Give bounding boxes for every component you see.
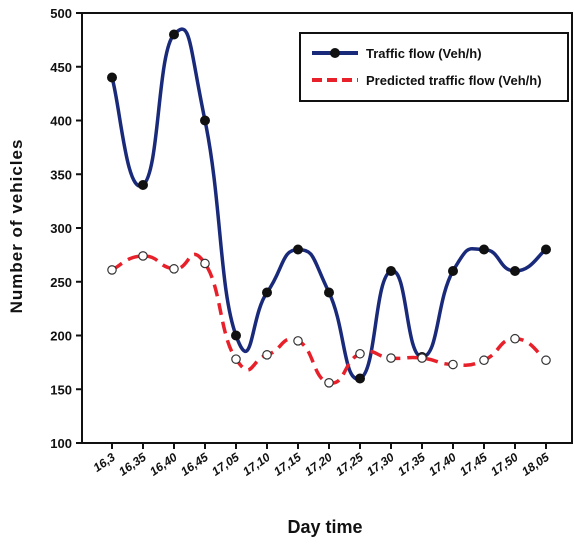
y-tick-label: 150 [50,382,72,397]
x-tick-label: 16,3 [91,450,118,475]
data-point [231,330,241,341]
data-point [479,355,489,366]
data-point [231,354,241,364]
y-tick-label: 100 [50,436,72,451]
x-tick-label: 16,45 [178,450,211,479]
data-point [541,355,551,366]
data-point [541,244,551,255]
data-point [107,265,117,275]
x-axis-title: Day time [287,517,362,537]
legend-marker [330,48,340,58]
y-tick-label: 500 [50,6,72,21]
x-tick-label: 17,05 [209,450,242,479]
x-tick-label: 17,45 [457,450,490,479]
data-point [138,251,148,261]
x-tick-label: 16,35 [116,450,149,479]
x-tick-label: 17,30 [364,450,397,479]
x-tick-label: 18,05 [519,450,552,479]
data-point [479,244,489,255]
x-axis: 16,316,3516,4016,4517,0517,1017,1517,201… [91,443,552,479]
data-point [138,180,148,190]
x-tick-label: 17,10 [240,450,273,479]
y-tick-label: 200 [50,329,72,344]
y-tick-label: 400 [50,114,72,129]
data-point [293,244,303,255]
y-tick-label: 250 [50,275,72,290]
x-tick-label: 17,35 [395,450,428,479]
legend: Traffic flow (Veh/h) Predicted traffic fl… [299,32,569,102]
x-tick-label: 17,20 [302,450,335,479]
y-axis-title: Number of vehicles [7,139,26,314]
y-tick-label: 450 [50,60,72,75]
data-point [417,353,427,363]
data-point [324,287,334,298]
data-point [448,266,458,276]
data-point [448,359,458,370]
series-traffic-flow [107,27,551,384]
series-line [111,252,548,385]
y-axis: 100 150 200 250 300 350 400 450 500 [50,6,82,451]
x-tick-label: 16,40 [147,450,180,479]
data-point [355,373,365,384]
data-point [107,72,117,83]
data-point [386,266,396,276]
legend-label: Traffic flow (Veh/h) [366,46,482,61]
data-point [262,350,272,360]
x-tick-label: 17,15 [271,450,304,479]
data-point [200,258,210,269]
data-point [169,29,179,40]
data-point [200,115,210,126]
data-point [355,348,365,359]
data-point [324,377,334,388]
y-tick-label: 350 [50,167,72,182]
data-point [510,333,520,344]
y-tick-label: 300 [50,221,72,236]
x-tick-label: 17,50 [488,450,521,479]
x-tick-label: 17,25 [333,450,366,479]
data-point [293,336,303,346]
legend-label: Predicted traffic flow (Veh/h) [366,73,542,88]
series-layer [107,27,551,388]
series-predicted-traffic-flow [107,251,551,388]
data-point [169,264,179,274]
data-point [510,266,520,276]
x-tick-label: 17,40 [426,450,459,479]
legend-box [299,32,569,102]
data-point [386,353,396,363]
data-point [262,287,272,298]
